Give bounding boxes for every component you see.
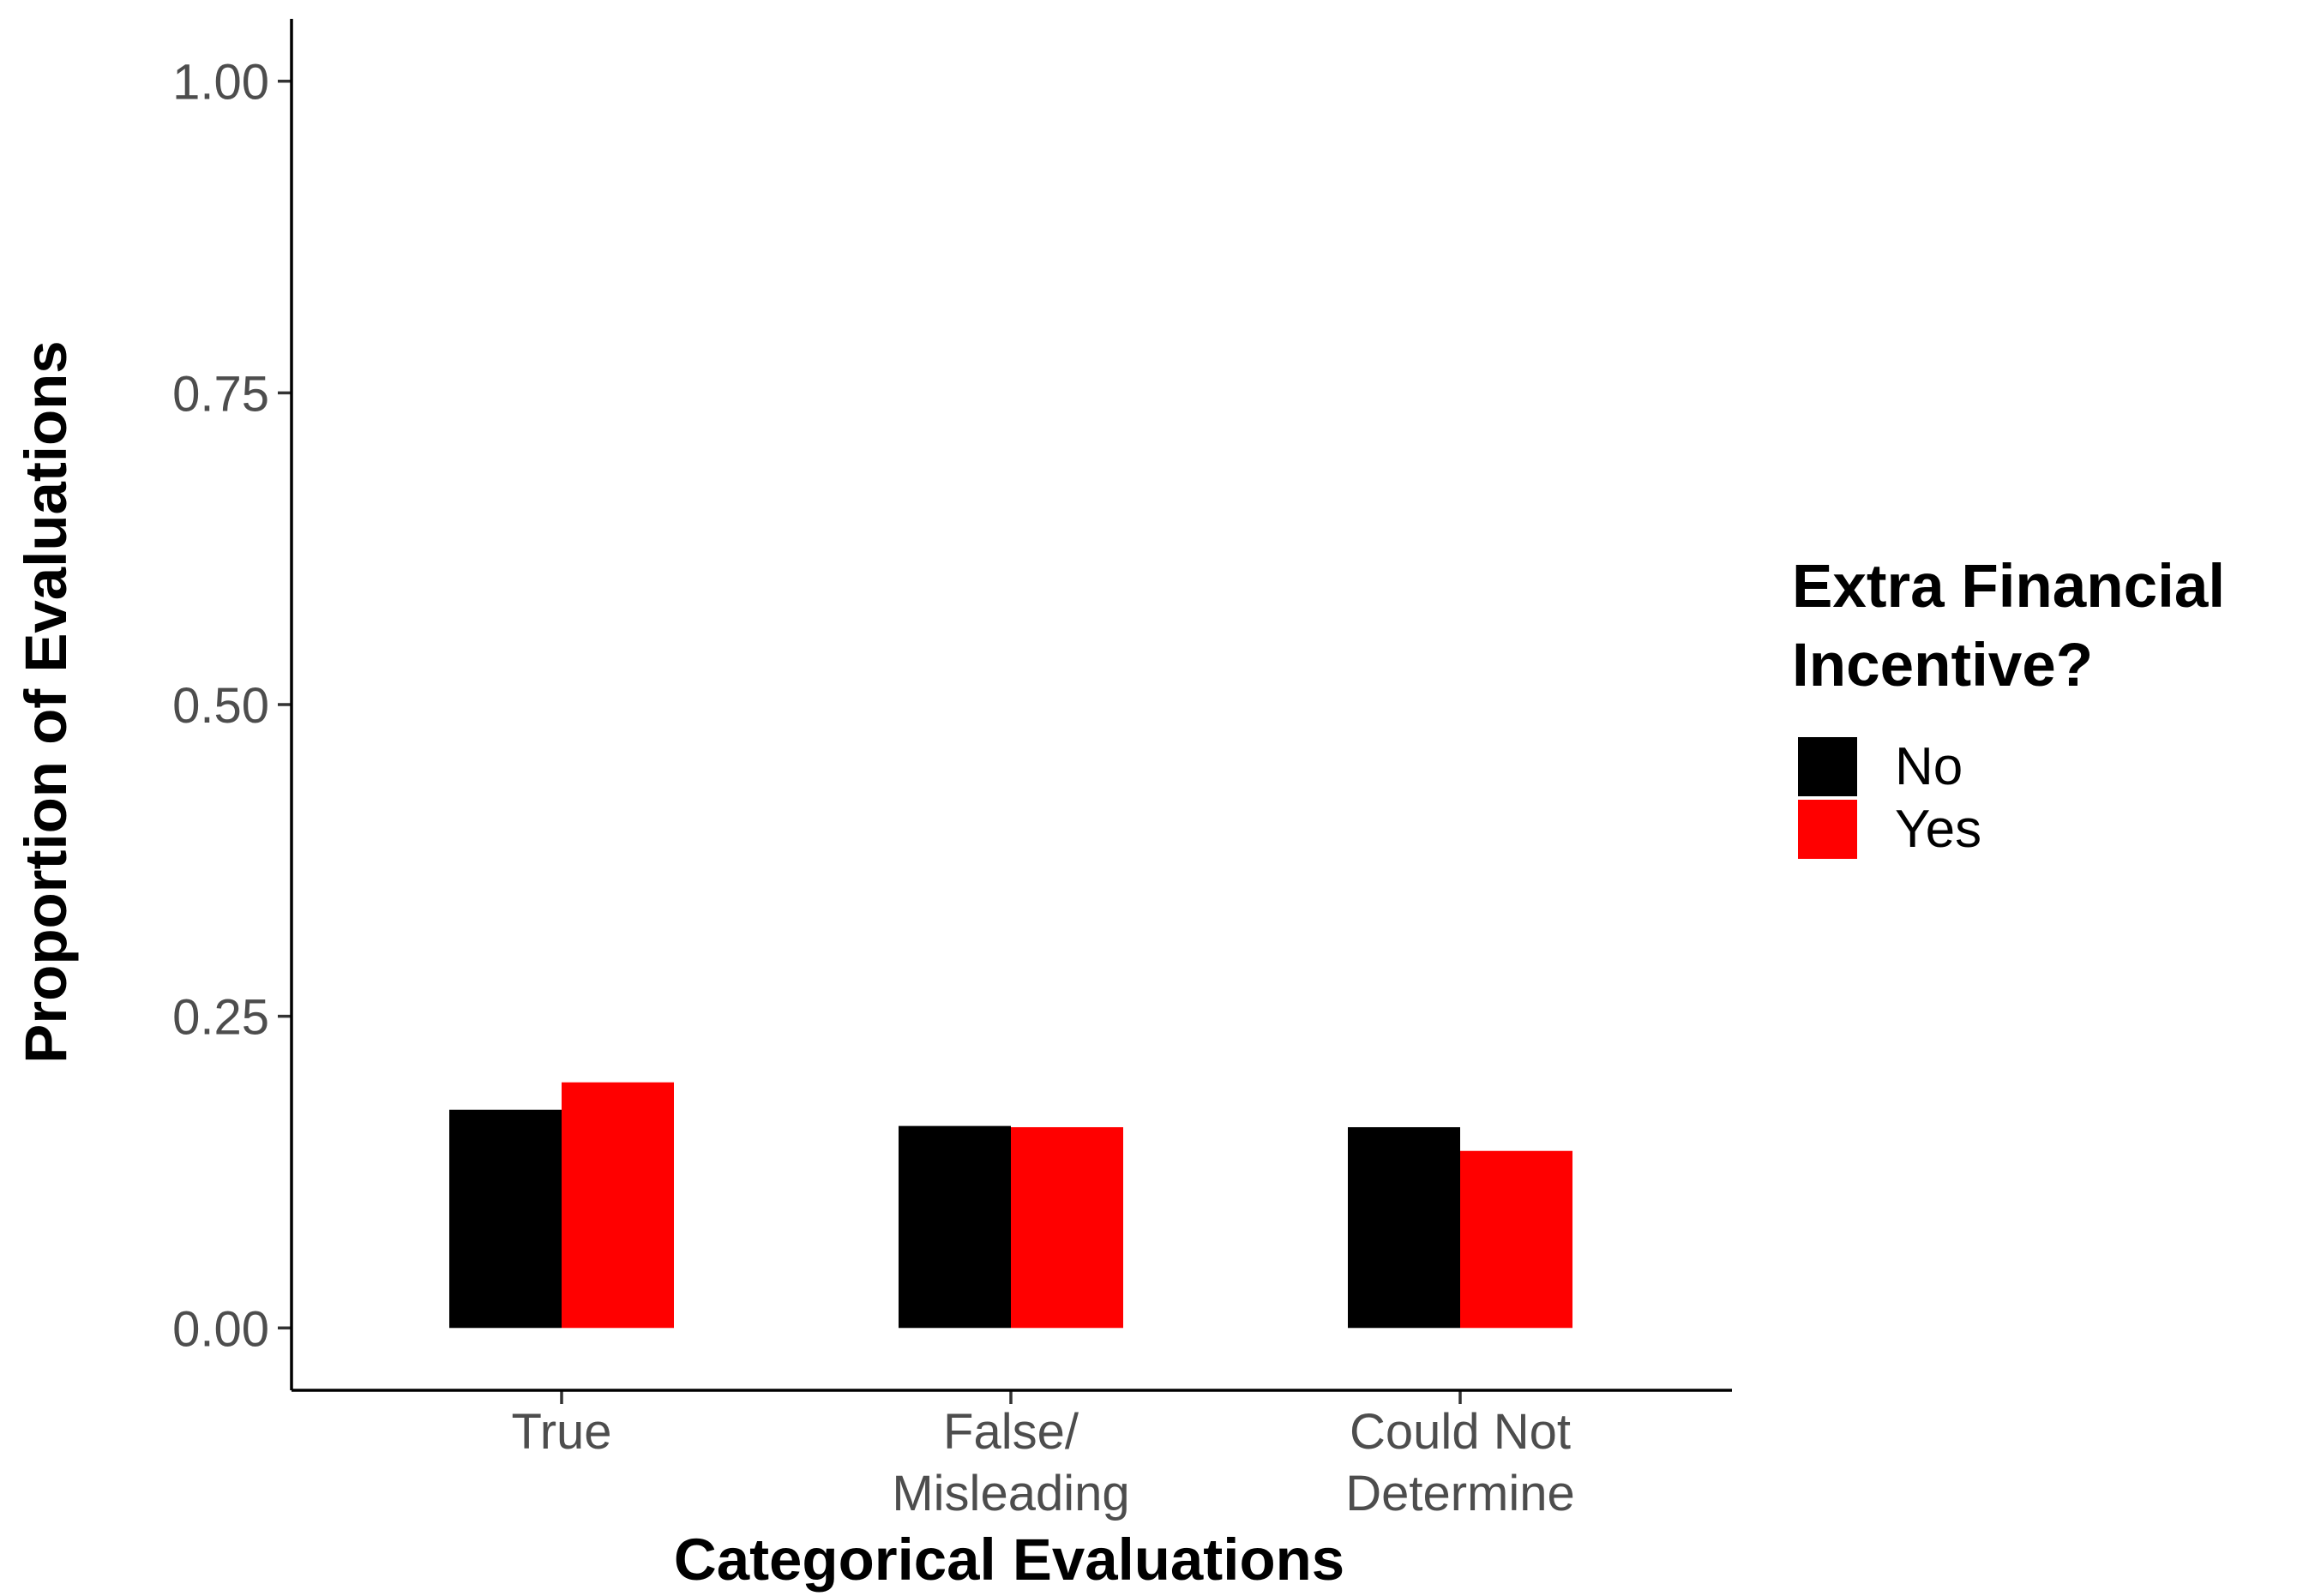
legend-swatch-yes bbox=[1798, 800, 1857, 859]
legend-label-yes: Yes bbox=[1895, 800, 1981, 859]
legend-label-no: No bbox=[1895, 737, 1963, 796]
bars bbox=[449, 1082, 1572, 1329]
x-tick-label-line: False/ bbox=[943, 1404, 1079, 1460]
bar-yes bbox=[562, 1082, 674, 1329]
y-tick-label: 0.25 bbox=[172, 990, 269, 1046]
legend-swatch-no bbox=[1798, 737, 1857, 796]
y-tick-label: 0.00 bbox=[172, 1301, 269, 1357]
x-tick-label: Could Not Determine bbox=[1345, 1404, 1575, 1521]
legend-title: Extra Financial Incentive? bbox=[1792, 553, 2242, 699]
x-tick-label-line: Could Not bbox=[1350, 1404, 1571, 1460]
x-tick-label-line: Misleading bbox=[892, 1466, 1129, 1521]
y-tick-label: 1.00 bbox=[172, 55, 269, 111]
bar-no bbox=[449, 1109, 562, 1329]
x-tick-label-line: True bbox=[511, 1404, 611, 1460]
bar-yes bbox=[1460, 1150, 1572, 1329]
x-axis-ticks: True False/Misleading Could Not Determine bbox=[511, 1390, 1575, 1521]
bar-no bbox=[899, 1125, 1011, 1329]
bar-yes bbox=[1011, 1127, 1123, 1329]
bar-no bbox=[1348, 1127, 1460, 1329]
y-axis-title: Proportion of Evaluations bbox=[13, 340, 79, 1063]
legend-title-line: Extra Financial bbox=[1792, 553, 2225, 621]
x-tick-label-line: Determine bbox=[1345, 1466, 1575, 1521]
y-tick-label: 0.50 bbox=[172, 678, 269, 734]
x-axis-title: Categorical Evaluations bbox=[674, 1527, 1344, 1593]
y-tick-label: 0.75 bbox=[172, 366, 269, 422]
x-tick-label: False/Misleading bbox=[892, 1404, 1129, 1521]
x-tick-label: True bbox=[511, 1404, 611, 1460]
legend-title-line: Incentive? bbox=[1792, 632, 2093, 699]
y-axis-ticks: 0.00 0.25 0.50 0.75 1.00 bbox=[172, 55, 292, 1357]
